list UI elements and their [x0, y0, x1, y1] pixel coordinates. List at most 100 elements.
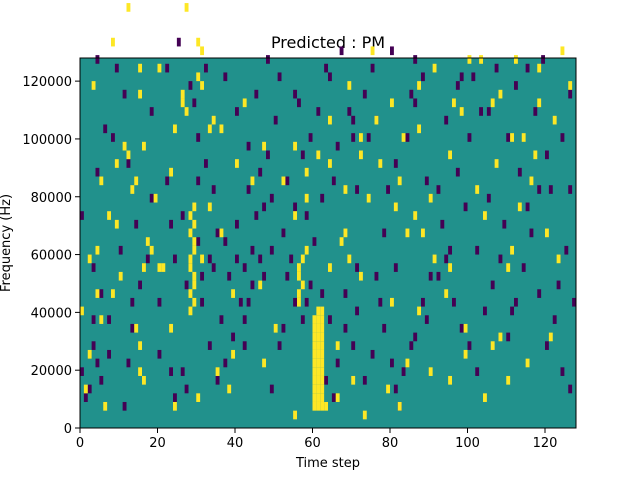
low-value-cell — [444, 115, 449, 125]
high-value-cell — [188, 306, 193, 316]
high-value-cell — [537, 98, 542, 108]
low-value-cell — [545, 341, 549, 350]
high-value-cell — [99, 176, 104, 186]
low-value-cell — [459, 72, 464, 82]
high-value-cell — [514, 55, 518, 64]
low-value-cell — [393, 159, 398, 168]
high-value-cell — [153, 193, 158, 203]
high-value-cell — [490, 341, 495, 350]
high-value-cell — [521, 133, 526, 142]
low-value-cell — [362, 89, 367, 99]
high-value-cell — [138, 63, 143, 73]
low-value-cell — [250, 245, 255, 255]
low-value-cell — [324, 63, 329, 73]
high-value-cell — [142, 375, 146, 385]
high-value-cell — [463, 323, 468, 333]
high-value-cell — [517, 202, 522, 212]
high-value-cell — [142, 263, 146, 272]
x-axis-label: Time step — [295, 456, 360, 471]
low-value-cell — [405, 133, 410, 142]
low-value-cell — [266, 55, 270, 64]
low-value-cell — [204, 159, 208, 168]
high-value-cell — [362, 410, 367, 420]
high-value-cell — [320, 384, 325, 394]
high-value-cell — [312, 375, 317, 385]
low-value-cell — [235, 254, 239, 264]
high-value-cell — [351, 375, 356, 385]
low-value-cell — [83, 393, 88, 402]
low-value-cell — [382, 228, 387, 238]
y-tick-label: 80000 — [31, 191, 72, 206]
low-value-cell — [269, 384, 274, 394]
low-value-cell — [521, 263, 526, 272]
low-value-cell — [479, 107, 484, 116]
low-value-cell — [390, 358, 394, 368]
high-value-cell — [316, 393, 321, 402]
low-value-cell — [235, 219, 239, 229]
low-value-cell — [483, 306, 487, 316]
high-value-cell — [134, 176, 139, 186]
high-value-cell — [483, 211, 487, 220]
high-value-cell — [312, 341, 317, 350]
low-value-cell — [246, 297, 251, 307]
high-value-cell — [537, 63, 542, 73]
low-value-cell — [459, 323, 464, 333]
high-value-cell — [393, 202, 398, 212]
high-value-cell — [173, 401, 177, 411]
low-value-cell — [149, 193, 154, 203]
high-value-cell — [359, 133, 363, 142]
y-axis: 0 20000 40000 60000 80000 100000 120000 — [22, 75, 80, 437]
high-value-cell — [320, 332, 325, 342]
high-value-cell — [490, 98, 495, 108]
high-value-cell — [556, 254, 561, 264]
high-value-cell — [568, 81, 573, 90]
high-value-cell — [316, 401, 321, 411]
y-axis-label: Frequency (Hz) — [0, 194, 14, 292]
low-value-cell — [467, 341, 472, 350]
high-value-cell — [335, 341, 340, 350]
high-value-cell — [359, 271, 363, 281]
low-value-cell — [250, 280, 255, 290]
high-value-cell — [200, 254, 205, 264]
heatmap-cells — [80, 3, 577, 420]
low-value-cell — [552, 315, 557, 324]
high-value-cell — [533, 150, 538, 160]
high-value-cell — [188, 211, 193, 220]
high-value-cell — [111, 37, 115, 47]
low-value-cell — [304, 211, 309, 220]
low-value-cell — [95, 167, 100, 177]
low-value-cell — [204, 63, 208, 73]
high-value-cell — [122, 141, 127, 151]
high-value-cell — [304, 167, 309, 177]
low-value-cell — [490, 280, 495, 290]
high-value-cell — [316, 375, 321, 385]
low-value-cell — [258, 254, 263, 264]
high-value-cell — [320, 358, 325, 368]
low-value-cell — [297, 98, 301, 108]
low-value-cell — [114, 63, 119, 73]
low-value-cell — [537, 289, 542, 298]
low-value-cell — [467, 133, 472, 142]
high-value-cell — [390, 98, 394, 108]
low-value-cell — [242, 341, 247, 350]
low-value-cell — [165, 176, 170, 186]
y-tick-label: 40000 — [31, 306, 72, 321]
high-value-cell — [370, 46, 375, 56]
low-value-cell — [95, 358, 100, 368]
high-value-cell — [320, 401, 325, 411]
high-value-cell — [138, 89, 143, 99]
low-value-cell — [200, 271, 205, 281]
high-value-cell — [316, 306, 321, 316]
low-value-cell — [223, 237, 228, 246]
high-value-cell — [459, 107, 464, 116]
low-value-cell — [266, 150, 270, 160]
low-value-cell — [328, 72, 332, 82]
high-value-cell — [126, 3, 131, 12]
low-value-cell — [436, 185, 441, 194]
low-value-cell — [560, 367, 565, 376]
high-value-cell — [200, 46, 205, 56]
high-value-cell — [343, 185, 348, 194]
high-value-cell — [552, 115, 557, 125]
low-value-cell — [238, 297, 243, 307]
low-value-cell — [316, 107, 321, 116]
